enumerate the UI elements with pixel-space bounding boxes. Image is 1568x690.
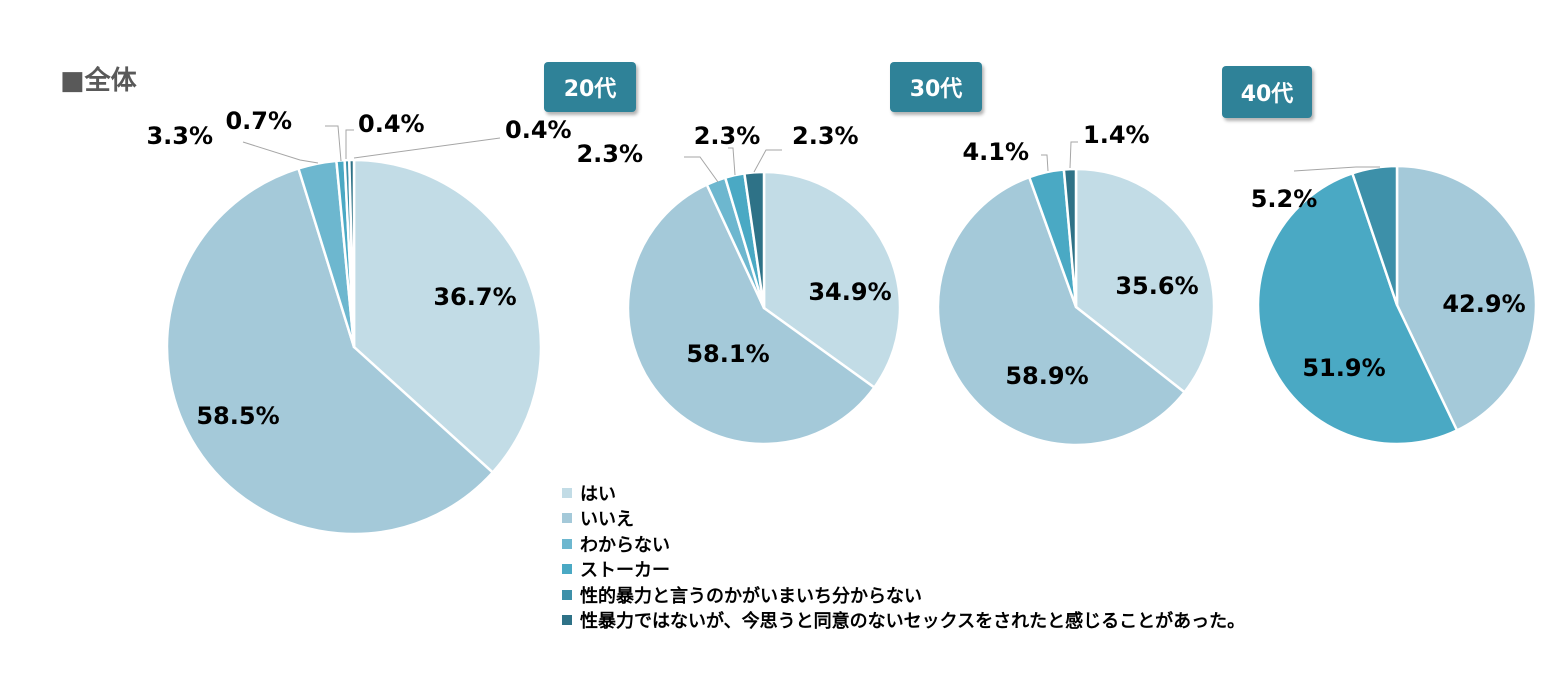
chart-badge-40s: 40代	[1222, 66, 1312, 118]
legend-label: ストーカー	[580, 560, 670, 582]
data-label: 34.9%	[808, 278, 891, 306]
main-title: ■全体	[60, 66, 137, 96]
pie-slice	[1062, 167, 1078, 309]
leader-line	[345, 129, 354, 159]
legend-swatch-icon	[562, 564, 572, 575]
data-label: 2.3%	[792, 122, 859, 150]
data-label: 2.3%	[576, 140, 643, 168]
data-label: 36.7%	[433, 283, 516, 311]
pie-slice	[936, 175, 1186, 447]
pie-slice	[626, 183, 876, 446]
legend-item: 性的暴力と言うのかがいまいち分からない	[562, 582, 1245, 608]
data-label: 0.4%	[358, 110, 425, 138]
data-label: 58.1%	[686, 340, 769, 368]
legend-swatch-icon	[562, 487, 572, 498]
pie-slice	[743, 170, 766, 310]
legend-label: いいえ	[580, 509, 634, 531]
leader-line	[1069, 141, 1078, 169]
legend-label: はい	[580, 483, 616, 505]
data-label: 58.5%	[196, 402, 279, 430]
chart-badge-30s: 30代	[890, 62, 982, 112]
leader-line	[1293, 166, 1380, 172]
pie-slice	[1395, 164, 1538, 432]
data-label: 42.9%	[1442, 290, 1525, 318]
pie-slice	[1256, 172, 1459, 446]
data-label: 2.3%	[694, 122, 761, 150]
legend: はい いいえ わからない ストーカー 性的暴力と言うのかがいまいち分からない 性…	[562, 480, 1245, 633]
data-label: 51.9%	[1302, 354, 1385, 382]
pie-slice	[1074, 167, 1216, 394]
legend-item: はい	[562, 480, 1245, 506]
data-label: 0.7%	[225, 107, 292, 135]
data-label: 1.4%	[1083, 121, 1150, 149]
data-label: 3.3%	[146, 122, 213, 150]
legend-label: 性暴力ではないが、今思うと同意のないセックスをされたと感じることがあった。	[580, 611, 1246, 633]
leader-line	[325, 125, 342, 162]
leader-line	[1041, 154, 1049, 172]
leader-line	[242, 141, 319, 164]
pie-slice	[352, 158, 543, 474]
pie-slice	[1351, 164, 1399, 307]
chart-badge-20s: 20代	[544, 62, 636, 112]
data-label: 4.1%	[962, 138, 1029, 166]
data-label: 0.4%	[505, 116, 572, 144]
legend-label: わからない	[580, 534, 670, 556]
leader-line	[753, 149, 782, 173]
legend-swatch-icon	[562, 589, 572, 600]
pie-slice	[348, 158, 356, 349]
legend-swatch-icon	[562, 615, 572, 626]
legend-item: 性暴力ではないが、今思うと同意のないセックスをされたと感じることがあった。	[562, 608, 1245, 634]
pie-slice	[762, 170, 902, 389]
leader-line	[353, 137, 501, 159]
legend-item: わからない	[562, 531, 1245, 557]
legend-label: 性的暴力と言うのかがいまいち分からない	[580, 585, 922, 607]
pie-slice	[165, 167, 494, 536]
legend-swatch-icon	[562, 538, 572, 549]
legend-swatch-icon	[562, 513, 572, 524]
leader-line	[684, 156, 719, 183]
legend-item: いいえ	[562, 506, 1245, 532]
leader-line	[728, 147, 736, 176]
legend-item: ストーカー	[562, 557, 1245, 583]
data-label: 35.6%	[1115, 272, 1198, 300]
data-label: 58.9%	[1005, 362, 1088, 390]
data-label: 5.2%	[1251, 185, 1318, 213]
